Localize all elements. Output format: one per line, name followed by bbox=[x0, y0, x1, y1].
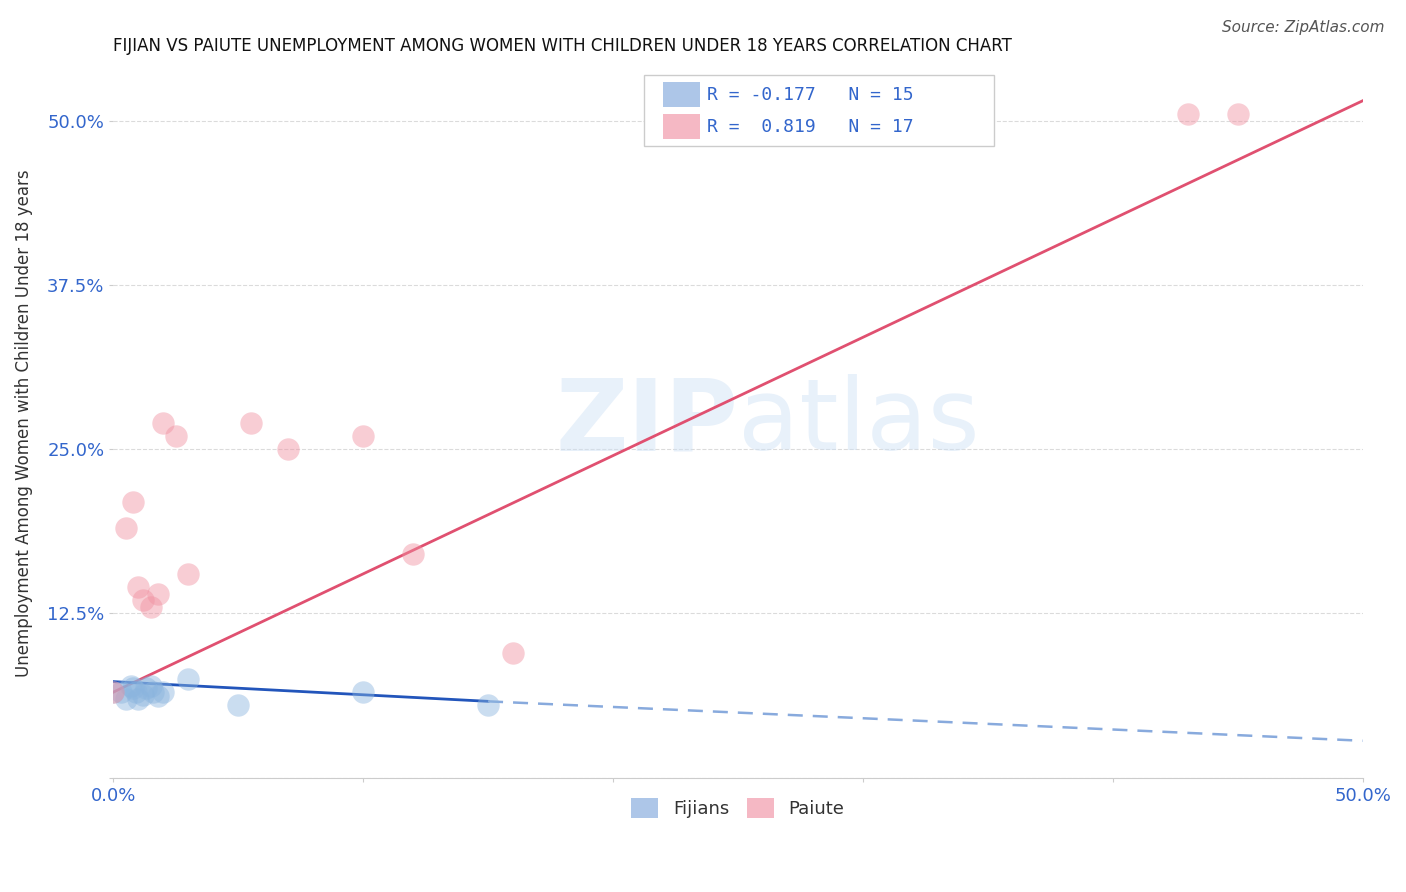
Point bbox=[120, 679, 142, 693]
Point bbox=[127, 691, 149, 706]
FancyBboxPatch shape bbox=[644, 75, 994, 146]
Point bbox=[114, 521, 136, 535]
Point bbox=[165, 429, 187, 443]
Text: R = -0.177   N = 15: R = -0.177 N = 15 bbox=[707, 86, 914, 103]
Point bbox=[148, 689, 170, 703]
Point bbox=[139, 599, 162, 614]
Point bbox=[352, 429, 374, 443]
Point bbox=[132, 688, 155, 702]
Point bbox=[477, 698, 499, 713]
Point bbox=[1226, 107, 1249, 121]
Point bbox=[103, 685, 125, 699]
FancyBboxPatch shape bbox=[664, 114, 700, 139]
Point bbox=[277, 442, 299, 456]
Legend: Fijians, Paiute: Fijians, Paiute bbox=[624, 791, 852, 825]
Point bbox=[127, 580, 149, 594]
Text: ZIP: ZIP bbox=[555, 375, 738, 471]
Point bbox=[142, 685, 165, 699]
Point bbox=[239, 416, 262, 430]
Point bbox=[114, 691, 136, 706]
Point bbox=[110, 685, 132, 699]
Point bbox=[122, 494, 145, 508]
Point bbox=[132, 593, 155, 607]
Text: atlas: atlas bbox=[738, 375, 980, 471]
Point bbox=[148, 586, 170, 600]
Text: FIJIAN VS PAIUTE UNEMPLOYMENT AMONG WOMEN WITH CHILDREN UNDER 18 YEARS CORRELATI: FIJIAN VS PAIUTE UNEMPLOYMENT AMONG WOME… bbox=[114, 37, 1012, 55]
Point bbox=[177, 566, 200, 581]
Text: Source: ZipAtlas.com: Source: ZipAtlas.com bbox=[1222, 20, 1385, 35]
Point bbox=[402, 547, 425, 561]
Point bbox=[103, 685, 125, 699]
Point bbox=[502, 646, 524, 660]
Text: R =  0.819   N = 17: R = 0.819 N = 17 bbox=[707, 118, 914, 136]
Point bbox=[152, 416, 174, 430]
FancyBboxPatch shape bbox=[664, 82, 700, 107]
Point bbox=[1177, 107, 1199, 121]
Point bbox=[152, 685, 174, 699]
Point bbox=[122, 681, 145, 696]
Point bbox=[125, 685, 148, 699]
Point bbox=[352, 685, 374, 699]
Point bbox=[226, 698, 249, 713]
Y-axis label: Unemployment Among Women with Children Under 18 years: Unemployment Among Women with Children U… bbox=[15, 169, 32, 676]
Point bbox=[139, 679, 162, 693]
Point bbox=[177, 672, 200, 686]
Point bbox=[135, 681, 157, 696]
